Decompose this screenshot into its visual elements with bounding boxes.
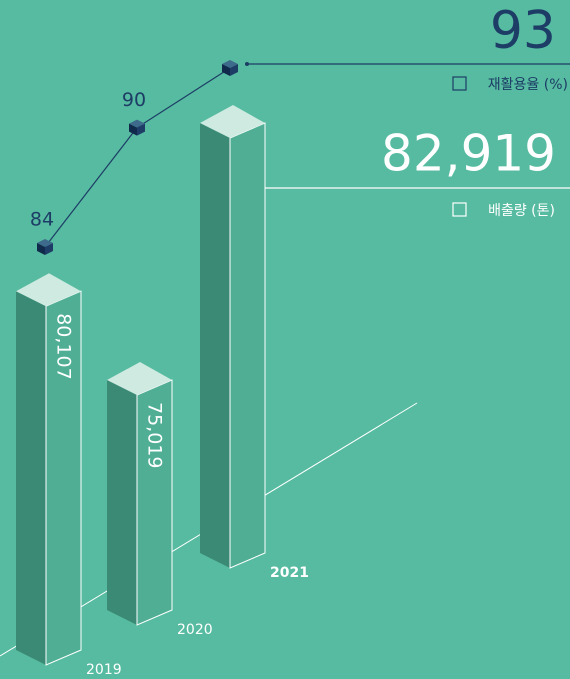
bar-side (107, 380, 137, 625)
legend-label: 재활용율 (%) (488, 77, 568, 93)
marker-face (129, 123, 137, 136)
legend-box (452, 202, 467, 217)
marker-face (222, 64, 230, 76)
bar-front (229, 122, 266, 569)
legend-box (452, 76, 467, 91)
bar (200, 105, 266, 569)
bar (16, 273, 82, 666)
rule-dot (245, 62, 249, 66)
bar-top (16, 273, 81, 307)
bar-top (107, 362, 172, 395)
x-tick-label: 2021 (270, 565, 309, 581)
rate-marker (37, 239, 53, 255)
marker-face (230, 64, 238, 76)
bar-value-label: 75,019 (144, 402, 166, 468)
rate-headline: 93 (490, 1, 556, 61)
rate-marker (222, 60, 238, 76)
bar-value-label: 80,107 (53, 313, 75, 379)
bar-top (200, 105, 265, 138)
rate-marker (129, 119, 145, 136)
rate-value-label: 84 (30, 209, 54, 231)
x-tick-label: 2019 (86, 662, 122, 678)
marker-face (137, 123, 145, 136)
bar-front (45, 290, 82, 666)
legend-label: 배출량 (톤) (488, 203, 555, 219)
bar (107, 362, 173, 626)
amount-headline: 82,919 (381, 125, 556, 183)
marker-face (45, 243, 53, 255)
x-tick-label: 2020 (177, 622, 213, 638)
marker-face (37, 243, 45, 255)
bar-side (16, 291, 46, 665)
bar-side (200, 123, 230, 568)
rate-value-label: 90 (122, 89, 146, 111)
